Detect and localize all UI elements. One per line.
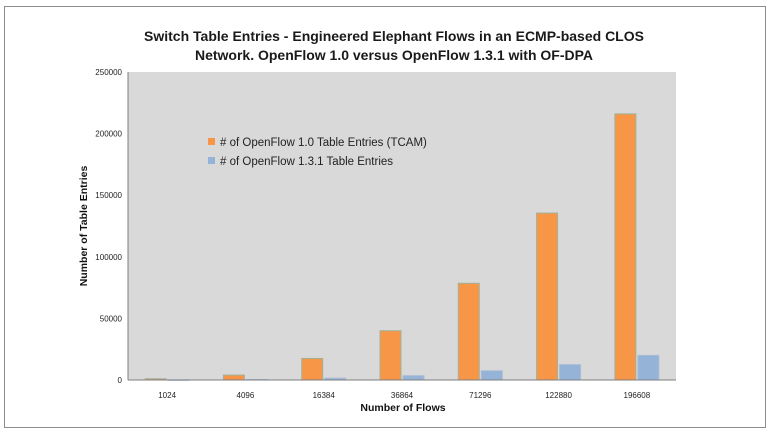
y-axis-title: Number of Table Entries — [78, 166, 90, 287]
legend-swatch — [208, 157, 215, 164]
x-tick-label: 196608 — [624, 391, 651, 400]
plot-area: 0 50000 100000 150000 200000 250000 1024 4096 16… — [95, 68, 676, 400]
bar-openflow-1-0-16384 — [301, 357, 324, 381]
x-tick-label: 16384 — [313, 391, 336, 400]
bar-openflow-1-0-71296 — [457, 282, 480, 381]
x-tick-label: 122880 — [545, 391, 572, 400]
y-tick-label: 50000 — [100, 314, 123, 323]
bar-openflow-1-0-196608 — [614, 113, 637, 381]
y-tick-label: 150000 — [95, 191, 122, 200]
legend-label: # of OpenFlow 1.3.1 Table Entries — [220, 156, 393, 168]
bar-openflow-1-0-36864 — [379, 330, 402, 381]
legend-label: # of OpenFlow 1.0 Table Entries (TCAM) — [220, 137, 427, 149]
x-axis-title: Number of Flows — [360, 402, 445, 414]
y-tick-label: 0 — [118, 376, 123, 385]
bar-openflow-1-3-1-196608 — [637, 354, 660, 381]
x-tick-label: 71296 — [469, 391, 492, 400]
y-tick-label: 250000 — [95, 68, 122, 77]
bar-openflow-1-0-4096 — [222, 374, 245, 381]
plot-background — [128, 72, 676, 380]
bar-openflow-1-3-1-122880 — [559, 364, 582, 381]
x-tick-label: 36864 — [391, 391, 414, 400]
x-tick-label: 1024 — [158, 391, 176, 400]
bar-openflow-1-3-1-71296 — [480, 370, 503, 381]
bar-openflow-1-3-1-36864 — [402, 375, 425, 381]
chart-title-line-1: Switch Table Entries - Engineered Elepha… — [144, 28, 644, 44]
y-tick-label: 100000 — [95, 253, 122, 262]
y-tick-label: 200000 — [95, 130, 122, 139]
x-tick-label: 4096 — [237, 391, 255, 400]
chart-title-line-2: Network. OpenFlow 1.0 versus OpenFlow 1.… — [195, 47, 593, 63]
legend-swatch — [208, 138, 215, 145]
legend: # of OpenFlow 1.0 Table Entries (TCAM) # … — [208, 137, 427, 168]
bar-openflow-1-0-122880 — [536, 212, 559, 381]
